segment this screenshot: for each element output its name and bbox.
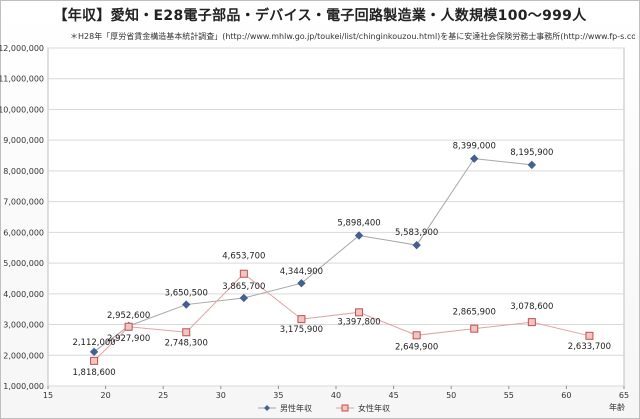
data-label: 3,175,900 [280,325,323,335]
data-label: 2,952,600 [107,311,150,321]
x-tick-label: 65 [619,391,629,400]
y-tick-label: 10,000,000 [0,105,44,114]
x-tick-label: 25 [158,391,168,400]
series-line [93,273,590,362]
data-point [182,300,191,309]
x-tick-label: 35 [273,391,283,400]
plot-area [47,47,625,387]
data-label: 3,865,700 [222,282,265,292]
legend: 男性年収 女性年収 [258,403,390,413]
data-point [527,160,537,170]
data-point [89,347,99,357]
data-label: 2,865,900 [453,308,496,318]
legend-label: 男性年収 [280,403,312,413]
y-tick-label: 7,000,000 [3,198,44,207]
y-tick-label: 6,000,000 [3,228,44,237]
y-tick-label: 1,000,000 [3,382,44,391]
x-axis-label: 年齢 [609,402,625,412]
data-label: 4,344,900 [280,267,323,277]
data-label: 8,195,900 [510,148,553,158]
data-label: 2,748,300 [165,338,208,348]
series-group [89,154,594,365]
y-tick-label: 11,000,000 [0,75,44,84]
x-tick-labels: 15 20 25 30 35 40 45 50 55 60 65 年齢 [43,391,629,412]
data-label: 3,650,500 [165,289,208,299]
source-note: ＊H28年「厚労省賃金構造基本統計調査」(http://www.mhlw.go.… [70,32,635,41]
y-tick-labels: 1,000,000 2,000,000 3,000,000 4,000,000 5,00… [0,44,44,391]
data-point [470,154,479,163]
data-point [124,322,133,331]
x-tick-label: 50 [446,391,456,400]
y-tick-label: 2,000,000 [3,351,44,360]
y-tick-label: 8,000,000 [3,167,44,176]
x-tick-label: 40 [331,391,341,400]
legend-marker [264,405,270,411]
data-point [412,331,421,340]
y-tick-label: 9,000,000 [3,136,44,145]
data-label: 1,818,600 [72,368,115,378]
data-point [239,269,248,278]
x-tick-label: 45 [389,391,399,400]
data-point [297,315,306,324]
data-label: 5,898,400 [337,218,380,228]
data-label: 2,633,700 [568,342,611,352]
legend-marker [341,404,349,412]
data-point [182,328,191,337]
data-point [470,324,479,333]
x-tick-label: 15 [43,391,53,400]
x-tick-label: 55 [504,391,514,400]
data-label: 4,653,700 [222,252,265,262]
x-tick-label: 20 [101,391,111,400]
data-point [239,293,249,303]
data-point [355,308,364,317]
x-tick-label: 30 [216,391,226,400]
data-point [527,318,536,327]
data-label: 2,112,000 [72,338,115,348]
chart-title: 【年収】愛知・E28電子部品・デバイス・電子回路製造業・人数規模100〜999人 [53,8,587,24]
legend-label: 女性年収 [358,403,390,413]
data-label: 2,927,900 [107,334,150,344]
data-labels: 2,112,000 2,952,600 3,650,500 3,865,700 4,34… [72,142,611,378]
data-label: 5,583,900 [395,228,438,238]
x-tick-label: 60 [561,391,571,400]
data-point [90,356,99,365]
y-tick-label: 12,000,000 [0,44,44,53]
y-tick-label: 3,000,000 [3,321,44,330]
data-point [585,331,594,340]
y-tick-label: 5,000,000 [3,259,44,268]
y-tick-label: 4,000,000 [3,290,44,299]
data-point [297,279,306,288]
data-label: 2,649,900 [395,342,438,352]
data-label: 3,078,600 [510,302,553,312]
data-label: 8,399,000 [453,142,496,152]
data-label: 3,397,800 [337,317,380,327]
data-point [412,240,421,250]
data-point [354,231,364,240]
